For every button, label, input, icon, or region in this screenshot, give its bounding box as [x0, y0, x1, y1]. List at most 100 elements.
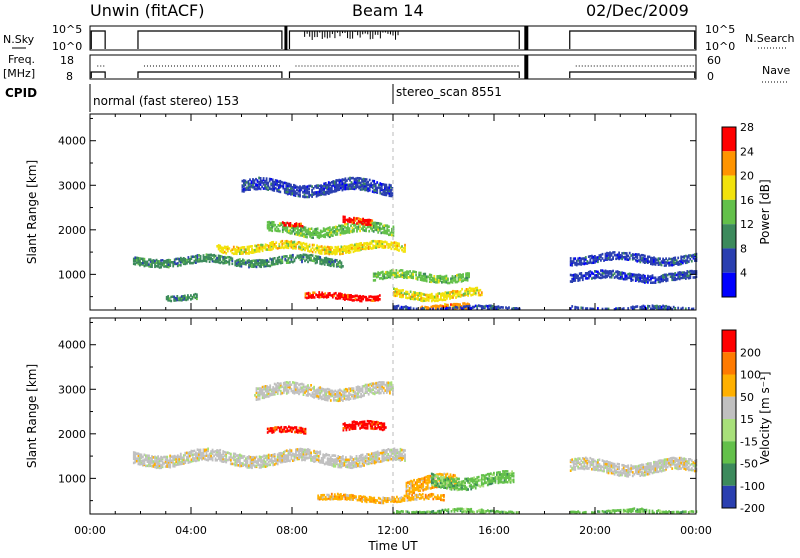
data-cell: [180, 453, 182, 456]
data-cell: [367, 427, 369, 430]
data-cell: [632, 279, 634, 282]
data-cell: [257, 179, 259, 182]
data-cell: [408, 271, 410, 274]
data-cell: [344, 216, 346, 219]
data-cell: [286, 240, 288, 243]
data-cell: [337, 466, 339, 469]
data-cell: [246, 181, 248, 184]
data-cell: [367, 226, 369, 229]
data-cell: [346, 496, 348, 499]
data-cell: [367, 184, 369, 187]
data-cell: [297, 457, 299, 460]
data-cell: [498, 471, 500, 474]
data-cell: [326, 294, 328, 297]
data-cell: [313, 244, 315, 247]
data-cell: [589, 258, 591, 261]
data-cell: [286, 430, 288, 433]
data-cell: [585, 256, 587, 259]
data-cell: [376, 181, 378, 184]
cpid-label: CPID: [5, 86, 37, 100]
data-cell: [366, 459, 368, 462]
data-cell: [387, 453, 389, 456]
data-cell: [639, 277, 641, 280]
data-cell: [169, 464, 171, 467]
data-cell: [639, 258, 641, 261]
data-cell: [332, 234, 334, 237]
nsearch-label: N.Search: [745, 32, 795, 45]
data-cell: [618, 252, 620, 255]
data-cell: [247, 456, 249, 459]
data-cell: [225, 252, 227, 255]
data-cell: [407, 291, 409, 294]
data-cell: [481, 291, 483, 294]
data-cell: [677, 257, 679, 260]
data-cell: [134, 452, 136, 455]
data-cell: [373, 497, 375, 500]
data-cell: [225, 457, 227, 460]
data-cell: [195, 259, 197, 262]
data-cell: [195, 452, 197, 455]
data-cell: [600, 269, 602, 272]
data-cell: [647, 258, 649, 261]
data-cell: [350, 251, 352, 254]
data-cell: [175, 297, 177, 300]
data-cell: [183, 457, 185, 460]
data-cell: [408, 276, 410, 279]
data-cell: [574, 468, 576, 471]
data-cell: [386, 276, 388, 279]
data-cell: [326, 232, 328, 235]
data-cell: [447, 473, 449, 476]
data-cell: [251, 245, 253, 248]
data-cell: [580, 272, 582, 275]
data-cell: [438, 275, 440, 278]
data-cell: [355, 425, 357, 428]
data-cell: [185, 299, 187, 302]
data-cell: [206, 459, 208, 462]
data-cell: [478, 484, 480, 487]
data-cell: [305, 227, 307, 230]
data-cell: [281, 260, 283, 263]
y-tick-label: 3000: [58, 179, 86, 192]
data-cell: [271, 230, 273, 233]
data-cell: [478, 294, 480, 297]
data-cell: [341, 261, 343, 264]
data-cell: [269, 464, 271, 467]
data-cell: [319, 256, 321, 259]
data-cell: [319, 450, 321, 453]
nsky-segment: [138, 31, 282, 49]
data-cell: [326, 498, 328, 501]
data-cell: [458, 276, 460, 279]
data-cell: [488, 305, 490, 308]
data-cell: [417, 276, 419, 279]
data-cell: [281, 240, 283, 243]
data-cell: [236, 454, 238, 457]
data-cell: [428, 497, 430, 500]
data-cell: [467, 477, 469, 480]
data-cell: [274, 257, 276, 260]
data-cell: [650, 275, 652, 278]
data-cell: [397, 449, 399, 452]
data-cell: [347, 294, 349, 297]
data-cell: [422, 485, 424, 488]
data-cell: [251, 467, 253, 470]
data-cell: [599, 458, 601, 461]
data-cell: [154, 264, 156, 267]
data-cell: [276, 180, 278, 183]
data-cell: [600, 274, 602, 277]
data-cell: [498, 474, 500, 477]
data-cell: [200, 255, 202, 258]
data-cell: [145, 465, 147, 468]
data-cell: [356, 222, 358, 225]
data-cell: [225, 461, 227, 464]
data-cell: [502, 306, 504, 309]
data-cell: [388, 229, 390, 232]
data-cell: [639, 255, 641, 258]
data-cell: [467, 480, 469, 483]
data-cell: [326, 184, 328, 187]
data-cell: [225, 455, 227, 458]
y-tick-label: 2000: [58, 224, 86, 237]
data-cell: [398, 289, 400, 292]
data-cell: [650, 281, 652, 284]
